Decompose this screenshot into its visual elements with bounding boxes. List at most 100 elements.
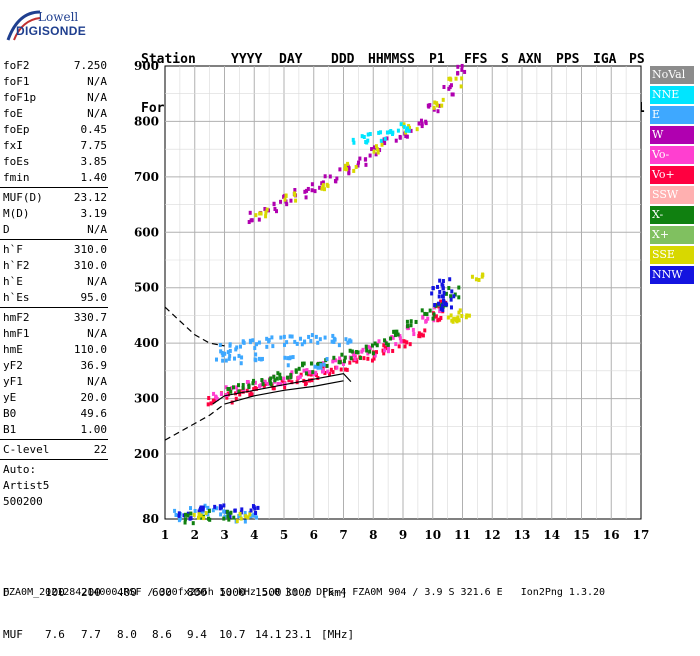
echo-mark bbox=[198, 508, 202, 513]
header-col-title: YYYY bbox=[231, 52, 263, 67]
echo-mark bbox=[248, 392, 252, 397]
echo-mark bbox=[240, 355, 244, 360]
note-text: 500200 bbox=[3, 495, 43, 508]
param-value: 95.0 bbox=[80, 291, 108, 304]
echo-mark bbox=[319, 363, 323, 368]
echo-mark bbox=[226, 392, 230, 397]
echo-mark bbox=[441, 97, 445, 102]
echo-mark bbox=[386, 342, 390, 347]
echo-mark bbox=[246, 515, 250, 520]
echo-mark bbox=[399, 339, 403, 344]
param-value: 1.00 bbox=[80, 423, 108, 436]
echo-mark bbox=[290, 334, 294, 339]
x-tick-label: 8 bbox=[369, 528, 377, 542]
echo-mark bbox=[271, 386, 275, 391]
echo-mark bbox=[222, 516, 226, 521]
echo-mark bbox=[477, 277, 481, 282]
echo-mark bbox=[456, 70, 460, 75]
echo-mark bbox=[463, 69, 467, 74]
echo-mark bbox=[263, 206, 267, 211]
param-label: foE bbox=[3, 107, 23, 120]
echo-mark bbox=[451, 319, 455, 324]
legend-item: NNW bbox=[650, 266, 694, 284]
echo-mark bbox=[296, 375, 300, 380]
echo-mark bbox=[177, 513, 181, 518]
file-info-line: FZA0M_2021284214000.RSF / 320fx256h 50 k… bbox=[3, 587, 606, 598]
echo-mark bbox=[247, 220, 251, 225]
echo-mark bbox=[218, 504, 222, 509]
x-tick-label: 10 bbox=[424, 528, 441, 542]
param-label: yE bbox=[3, 391, 17, 404]
echo-mark bbox=[397, 344, 401, 349]
echo-mark bbox=[253, 346, 257, 351]
echo-mark bbox=[460, 314, 464, 319]
logo-arc-icon bbox=[6, 10, 41, 41]
echo-mark bbox=[391, 348, 395, 353]
param-label: foEs bbox=[3, 155, 30, 168]
echo-mark bbox=[404, 134, 408, 139]
echo-mark bbox=[455, 316, 459, 321]
echo-mark bbox=[292, 191, 296, 196]
x-tick-label: 15 bbox=[573, 528, 590, 542]
param-value: 0.45 bbox=[80, 123, 108, 136]
muf-value: 10.7 bbox=[219, 628, 246, 641]
echo-mark bbox=[244, 514, 248, 519]
muf-value: 8.0 bbox=[117, 628, 137, 641]
echo-mark bbox=[304, 381, 308, 386]
echo-mark bbox=[323, 335, 327, 340]
echo-mark bbox=[206, 402, 210, 407]
echo-mark bbox=[226, 386, 230, 391]
echo-mark bbox=[231, 385, 235, 390]
echo-mark bbox=[260, 378, 264, 383]
echo-mark bbox=[437, 301, 441, 306]
echo-mark bbox=[409, 128, 413, 133]
echo-mark bbox=[302, 361, 306, 366]
echo-mark bbox=[423, 328, 427, 333]
param-label: h`F2 bbox=[3, 259, 30, 272]
echo-mark bbox=[221, 353, 225, 358]
x-tick-label: 12 bbox=[484, 528, 501, 542]
y-tick-label: 900 bbox=[134, 59, 159, 73]
note-text: Artist5 bbox=[3, 479, 50, 492]
echo-mark bbox=[220, 350, 224, 355]
echo-mark bbox=[320, 181, 324, 186]
echo-mark bbox=[370, 343, 374, 348]
echo-mark bbox=[375, 343, 379, 348]
param-row: yE 20.0 bbox=[0, 390, 108, 406]
logo-digisonde-text: DIGISONDE bbox=[16, 24, 87, 38]
legend-item: E bbox=[650, 106, 694, 124]
echo-mark bbox=[256, 505, 260, 510]
param-row: fxI 7.75 bbox=[0, 138, 108, 154]
echo-mark bbox=[294, 369, 298, 374]
echo-mark bbox=[331, 370, 335, 375]
param-row: D N/A bbox=[0, 222, 108, 238]
echo-mark bbox=[375, 147, 379, 152]
echo-mark bbox=[409, 319, 413, 324]
legend-item: X+ bbox=[650, 226, 694, 244]
lowell-digisonde-logo: Lowell DIGISONDE bbox=[4, 6, 124, 46]
echo-mark bbox=[219, 349, 223, 354]
echo-mark bbox=[354, 349, 358, 354]
echo-mark bbox=[295, 341, 299, 346]
param-value: N/A bbox=[87, 91, 107, 104]
echo-mark bbox=[344, 163, 348, 168]
echo-mark bbox=[457, 310, 461, 315]
echo-mark bbox=[374, 144, 378, 149]
echo-mark bbox=[233, 508, 237, 513]
echo-mark bbox=[298, 374, 302, 379]
echo-mark bbox=[371, 351, 375, 356]
echo-mark bbox=[279, 199, 283, 204]
echo-mark bbox=[290, 370, 294, 375]
echo-mark bbox=[328, 174, 332, 179]
echo-mark bbox=[289, 355, 293, 360]
echo-mark bbox=[284, 193, 288, 198]
echo-mark bbox=[282, 194, 286, 199]
echo-mark bbox=[419, 332, 423, 337]
echo-mark bbox=[228, 342, 232, 347]
echo-mark bbox=[380, 142, 384, 147]
echo-mark bbox=[265, 207, 269, 212]
echo-mark bbox=[354, 165, 358, 170]
echo-mark bbox=[213, 397, 217, 402]
echo-mark bbox=[398, 334, 402, 339]
echo-mark bbox=[403, 344, 407, 349]
